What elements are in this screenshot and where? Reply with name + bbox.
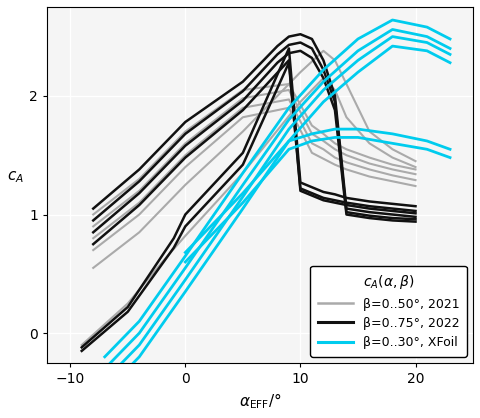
X-axis label: $\alpha_\mathrm{EFF}$/°: $\alpha_\mathrm{EFF}$/° xyxy=(239,391,282,411)
Y-axis label: $c_A$: $c_A$ xyxy=(7,169,24,185)
Legend: β=0..50°, 2021, β=0..75°, 2022, β=0..30°, XFoil: β=0..50°, 2021, β=0..75°, 2022, β=0..30°… xyxy=(310,266,467,357)
